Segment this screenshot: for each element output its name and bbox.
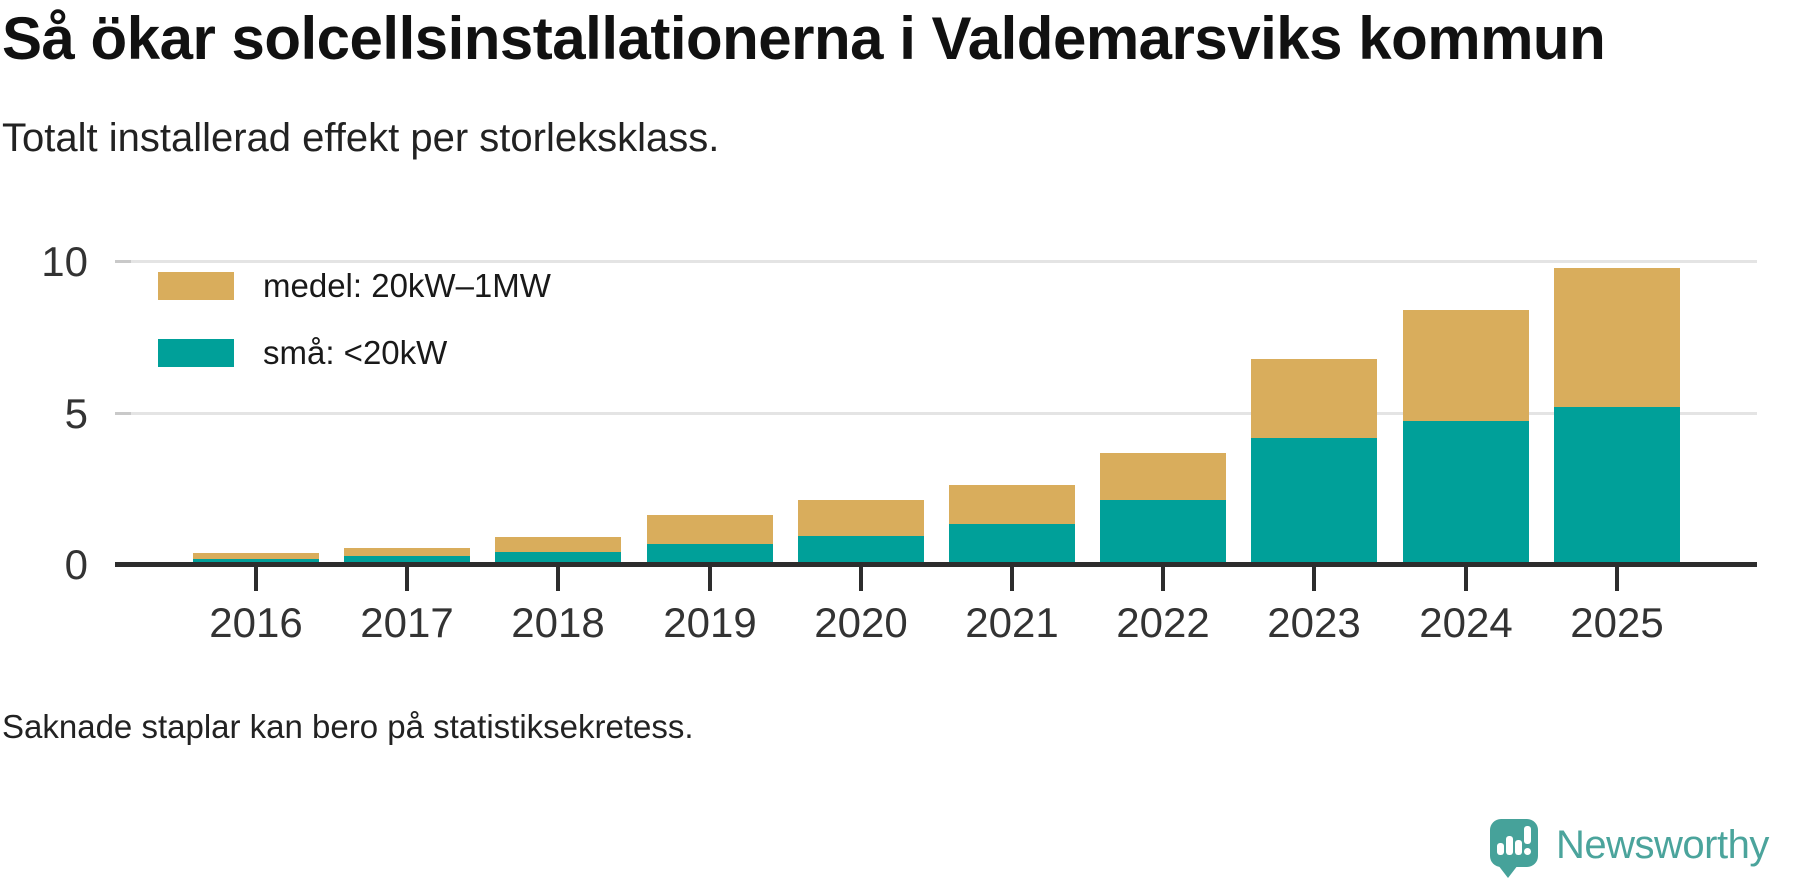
bar-2024-sma [1403,421,1529,565]
logo-exclamation-bar [1524,826,1531,844]
bar-2019-medel [647,515,773,544]
bar-2016-medel [193,553,319,559]
bar-2020-medel [798,500,924,536]
x-tick-2020 [859,567,863,591]
legend-item-medel: medel: 20kW–1MW [158,267,551,305]
bar-2025-medel [1554,268,1680,407]
x-axis-label-2019: 2019 [663,599,757,646]
x-tick-2022 [1161,567,1165,591]
x-axis-label-2017: 2017 [360,599,454,646]
bar-2019-sma [647,544,773,565]
bar-2025-sma [1554,407,1680,565]
bar-2021-medel [949,485,1075,524]
x-axis-label-2024: 2024 [1419,599,1513,646]
logo-bar-1 [1497,843,1504,855]
legend-item-sma: små: <20kW [158,334,551,372]
bar-2023-sma [1251,438,1377,565]
x-tick-2018 [556,567,560,591]
x-axis-label-2022: 2022 [1116,599,1210,646]
gridline-10 [115,260,1757,263]
x-tick-2019 [708,567,712,591]
x-tick-2016 [254,567,258,591]
y-axis-label-0: 0 [64,541,88,588]
bar-2018-medel [495,537,621,552]
brand-name: Newsworthy [1556,823,1769,867]
x-tick-2023 [1312,567,1316,591]
x-axis-label-2023: 2023 [1267,599,1361,646]
x-tick-2025 [1615,567,1619,591]
bar-2017-sma [344,556,470,565]
bar-2017-medel [344,548,470,556]
bar-2023-medel [1251,359,1377,438]
bar-2018-sma [495,552,621,565]
x-axis-label-2018: 2018 [511,599,605,646]
x-tick-2021 [1010,567,1014,591]
bar-2020-sma [798,536,924,565]
logo-bar-3 [1515,840,1522,855]
bar-2022-sma [1100,500,1226,565]
footer-note: Saknade staplar kan bero på statistiksek… [2,708,694,745]
x-axis-label-2016: 2016 [209,599,303,646]
bar-2021-sma [949,524,1075,565]
legend-swatch-sma [158,339,234,367]
legend-swatch-medel [158,272,234,300]
speech-bubble-tail [1498,865,1518,878]
y-axis-label-5: 5 [64,389,88,437]
legend-label-sma: små: <20kW [263,334,448,371]
x-tick-2017 [405,567,409,591]
x-axis-label-2021: 2021 [965,599,1059,646]
x-axis-line [115,562,1757,567]
chart-subtitle: Totalt installerad effekt per storlekskl… [2,116,720,160]
bar-2024-medel [1403,310,1529,421]
logo-exclamation-dot [1524,848,1531,855]
x-tick-2024 [1464,567,1468,591]
brand-logo: Newsworthy [1490,819,1769,878]
x-axis-label-2025: 2025 [1570,599,1664,646]
legend-label-medel: medel: 20kW–1MW [263,267,551,304]
x-axis-label-2020: 2020 [814,599,908,646]
chart-title: Så ökar solcellsinstallationerna i Valde… [2,5,1606,72]
bar-2022-medel [1100,453,1226,500]
gridline-5 [115,411,1757,415]
legend: medel: 20kW–1MW små: <20kW [158,267,551,401]
y-axis-label-10: 10 [41,238,88,285]
logo-bar-2 [1506,836,1513,855]
newsworthy-logo-icon [1490,819,1538,878]
